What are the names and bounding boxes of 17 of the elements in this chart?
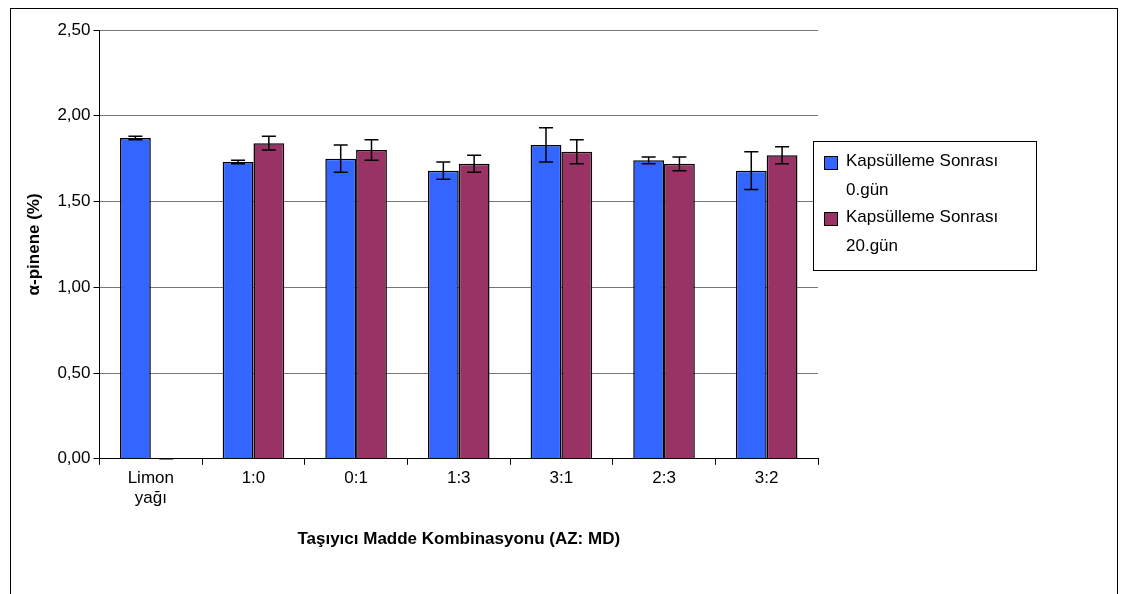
x-tick-label: 1:3: [446, 467, 471, 487]
y-tick-label: 1,50: [57, 191, 91, 211]
y-tick-label: 2,00: [57, 105, 91, 125]
x-tick-label: 2:3: [652, 467, 676, 487]
x-axis-title: Taşıyıcı Madde Kombinasyonu (AZ: MD): [297, 529, 621, 549]
y-tick-label: 2,50: [57, 19, 91, 39]
x-tick-label: 1:0: [241, 467, 266, 487]
x-tick-label: 3:1: [549, 467, 574, 487]
legend-label: Kapsülleme Sonrası 20.gün: [846, 206, 1000, 257]
x-tick-label: Limon yağı: [127, 467, 174, 508]
y-axis-title: α-pinene (%): [23, 193, 43, 296]
legend-label: Kapsülleme Sonrası 0.gün: [846, 150, 1000, 201]
x-tick-label: 3:2: [754, 467, 779, 487]
y-tick-label: 1,00: [57, 276, 91, 296]
y-tick-label: 0,50: [57, 362, 91, 382]
y-tick-label: 0,00: [57, 448, 91, 468]
x-tick-label: 0:1: [344, 467, 368, 487]
